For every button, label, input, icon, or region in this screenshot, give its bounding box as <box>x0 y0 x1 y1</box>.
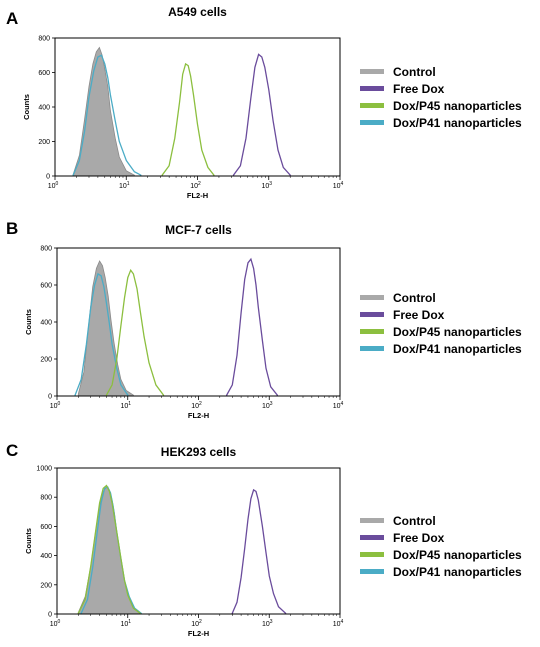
histogram-dox-p41-nanoparticles <box>74 272 129 396</box>
panel-letter: C <box>6 441 18 460</box>
legend-label-control: Control <box>393 291 436 305</box>
x-tick-label: 100 <box>48 181 59 190</box>
y-tick-label: 200 <box>40 582 52 589</box>
y-axis-title: Counts <box>24 309 33 335</box>
chart-title: MCF-7 cells <box>165 223 232 237</box>
legend-c: Control Free Dox Dox/P45 nanoparticles Dox/… <box>360 514 522 579</box>
chart-title: A549 cells <box>168 5 227 19</box>
legend-swatch-free-dox <box>360 312 384 317</box>
legend-swatch-control <box>360 69 384 74</box>
y-tick-label: 200 <box>38 139 50 146</box>
legend-swatch-control <box>360 518 384 523</box>
y-tick-label: 200 <box>40 357 52 364</box>
legend-label-dox-p41-nanoparticles: Dox/P41 nanoparticles <box>393 116 522 130</box>
y-tick-label: 600 <box>40 283 52 290</box>
legend-label-control: Control <box>393 514 436 528</box>
y-tick-label: 400 <box>40 320 52 327</box>
y-axis-title: Counts <box>22 94 31 120</box>
y-tick-label: 800 <box>40 246 52 253</box>
x-axis-title: FL2-H <box>187 191 208 200</box>
y-tick-label: 1000 <box>36 466 52 473</box>
legend-swatch-dox-p41-nanoparticles <box>360 569 384 574</box>
panel-a: A A549 cells 0 200 400 600 800 100 101 102 103 104 F… <box>6 5 344 200</box>
x-tick-label: 100 <box>50 619 61 628</box>
y-axis-title: Counts <box>24 528 33 554</box>
legend-swatch-dox-p41-nanoparticles <box>360 346 384 351</box>
legend-a: Control Free Dox Dox/P45 nanoparticles Dox/… <box>360 65 522 130</box>
legend-label-dox-p45-nanoparticles: Dox/P45 nanoparticles <box>393 99 522 113</box>
x-axis-title: FL2-H <box>188 411 209 420</box>
legend-b: Control Free Dox Dox/P45 nanoparticles Dox/… <box>360 291 522 356</box>
x-tick-label: 102 <box>190 181 201 190</box>
legend-label-control: Control <box>393 65 436 79</box>
x-tick-label: 101 <box>120 619 131 628</box>
histogram-free-dox <box>226 257 278 396</box>
panel-letter: B <box>6 219 18 238</box>
panel-b: B MCF-7 cells 0 200 400 600 800 100 101 102 103 104… <box>6 219 344 420</box>
y-tick-label: 800 <box>38 36 50 43</box>
panels: A A549 cells 0 200 400 600 800 100 101 102 103 104 F… <box>6 5 344 638</box>
legend-label-dox-p45-nanoparticles: Dox/P45 nanoparticles <box>393 548 522 562</box>
legend-swatch-dox-p45-nanoparticles <box>360 552 384 557</box>
legend-swatch-dox-p45-nanoparticles <box>360 103 384 108</box>
panel-c: C HEK293 cells 0 200 400 600 800 1000 100 101 102 1… <box>6 441 344 638</box>
legend-swatch-dox-p45-nanoparticles <box>360 329 384 334</box>
histogram-dox-p41-nanoparticles <box>80 486 142 614</box>
histogram-dox-p45-nanoparticles <box>77 484 141 614</box>
x-tick-label: 103 <box>262 401 273 410</box>
y-tick-label: 600 <box>38 70 50 77</box>
histogram-free-dox <box>231 488 287 614</box>
legend-label-dox-p41-nanoparticles: Dox/P41 nanoparticles <box>393 342 522 356</box>
legends: Control Free Dox Dox/P45 nanoparticles Dox/… <box>360 65 522 579</box>
x-tick-label: 103 <box>261 181 272 190</box>
x-tick-label: 104 <box>333 401 344 410</box>
y-tick-label: 400 <box>38 105 50 112</box>
x-tick-label: 104 <box>333 619 344 628</box>
x-tick-label: 103 <box>262 619 273 628</box>
legend-label-free-dox: Free Dox <box>393 531 445 545</box>
x-tick-label: 104 <box>333 181 344 190</box>
histogram-control <box>77 260 134 397</box>
legend-label-free-dox: Free Dox <box>393 308 445 322</box>
legend-swatch-dox-p41-nanoparticles <box>360 120 384 125</box>
legend-swatch-free-dox <box>360 535 384 540</box>
x-axis-title: FL2-H <box>188 629 209 638</box>
histogram-dox-p45-nanoparticles <box>105 268 165 396</box>
histogram-dox-p41-nanoparticles <box>72 54 142 176</box>
y-tick-label: 600 <box>40 524 52 531</box>
y-tick-label: 400 <box>40 553 52 560</box>
y-tick-label: 800 <box>40 495 52 502</box>
x-tick-label: 102 <box>191 401 202 410</box>
x-tick-label: 101 <box>119 181 130 190</box>
legend-swatch-free-dox <box>360 86 384 91</box>
x-tick-label: 102 <box>191 619 202 628</box>
panel-letter: A <box>6 9 18 28</box>
legend-label-free-dox: Free Dox <box>393 82 445 96</box>
histogram-free-dox <box>232 53 291 176</box>
x-tick-label: 100 <box>50 401 61 410</box>
y-tick-label: 0 <box>46 174 50 181</box>
x-tick-label: 101 <box>120 401 131 410</box>
y-tick-label: 0 <box>48 612 52 619</box>
legend-swatch-control <box>360 295 384 300</box>
chart-title: HEK293 cells <box>161 445 237 459</box>
legend-label-dox-p45-nanoparticles: Dox/P45 nanoparticles <box>393 325 522 339</box>
y-tick-label: 0 <box>48 394 52 401</box>
legend-label-dox-p41-nanoparticles: Dox/P41 nanoparticles <box>393 565 522 579</box>
histogram-dox-p45-nanoparticles <box>161 62 215 176</box>
